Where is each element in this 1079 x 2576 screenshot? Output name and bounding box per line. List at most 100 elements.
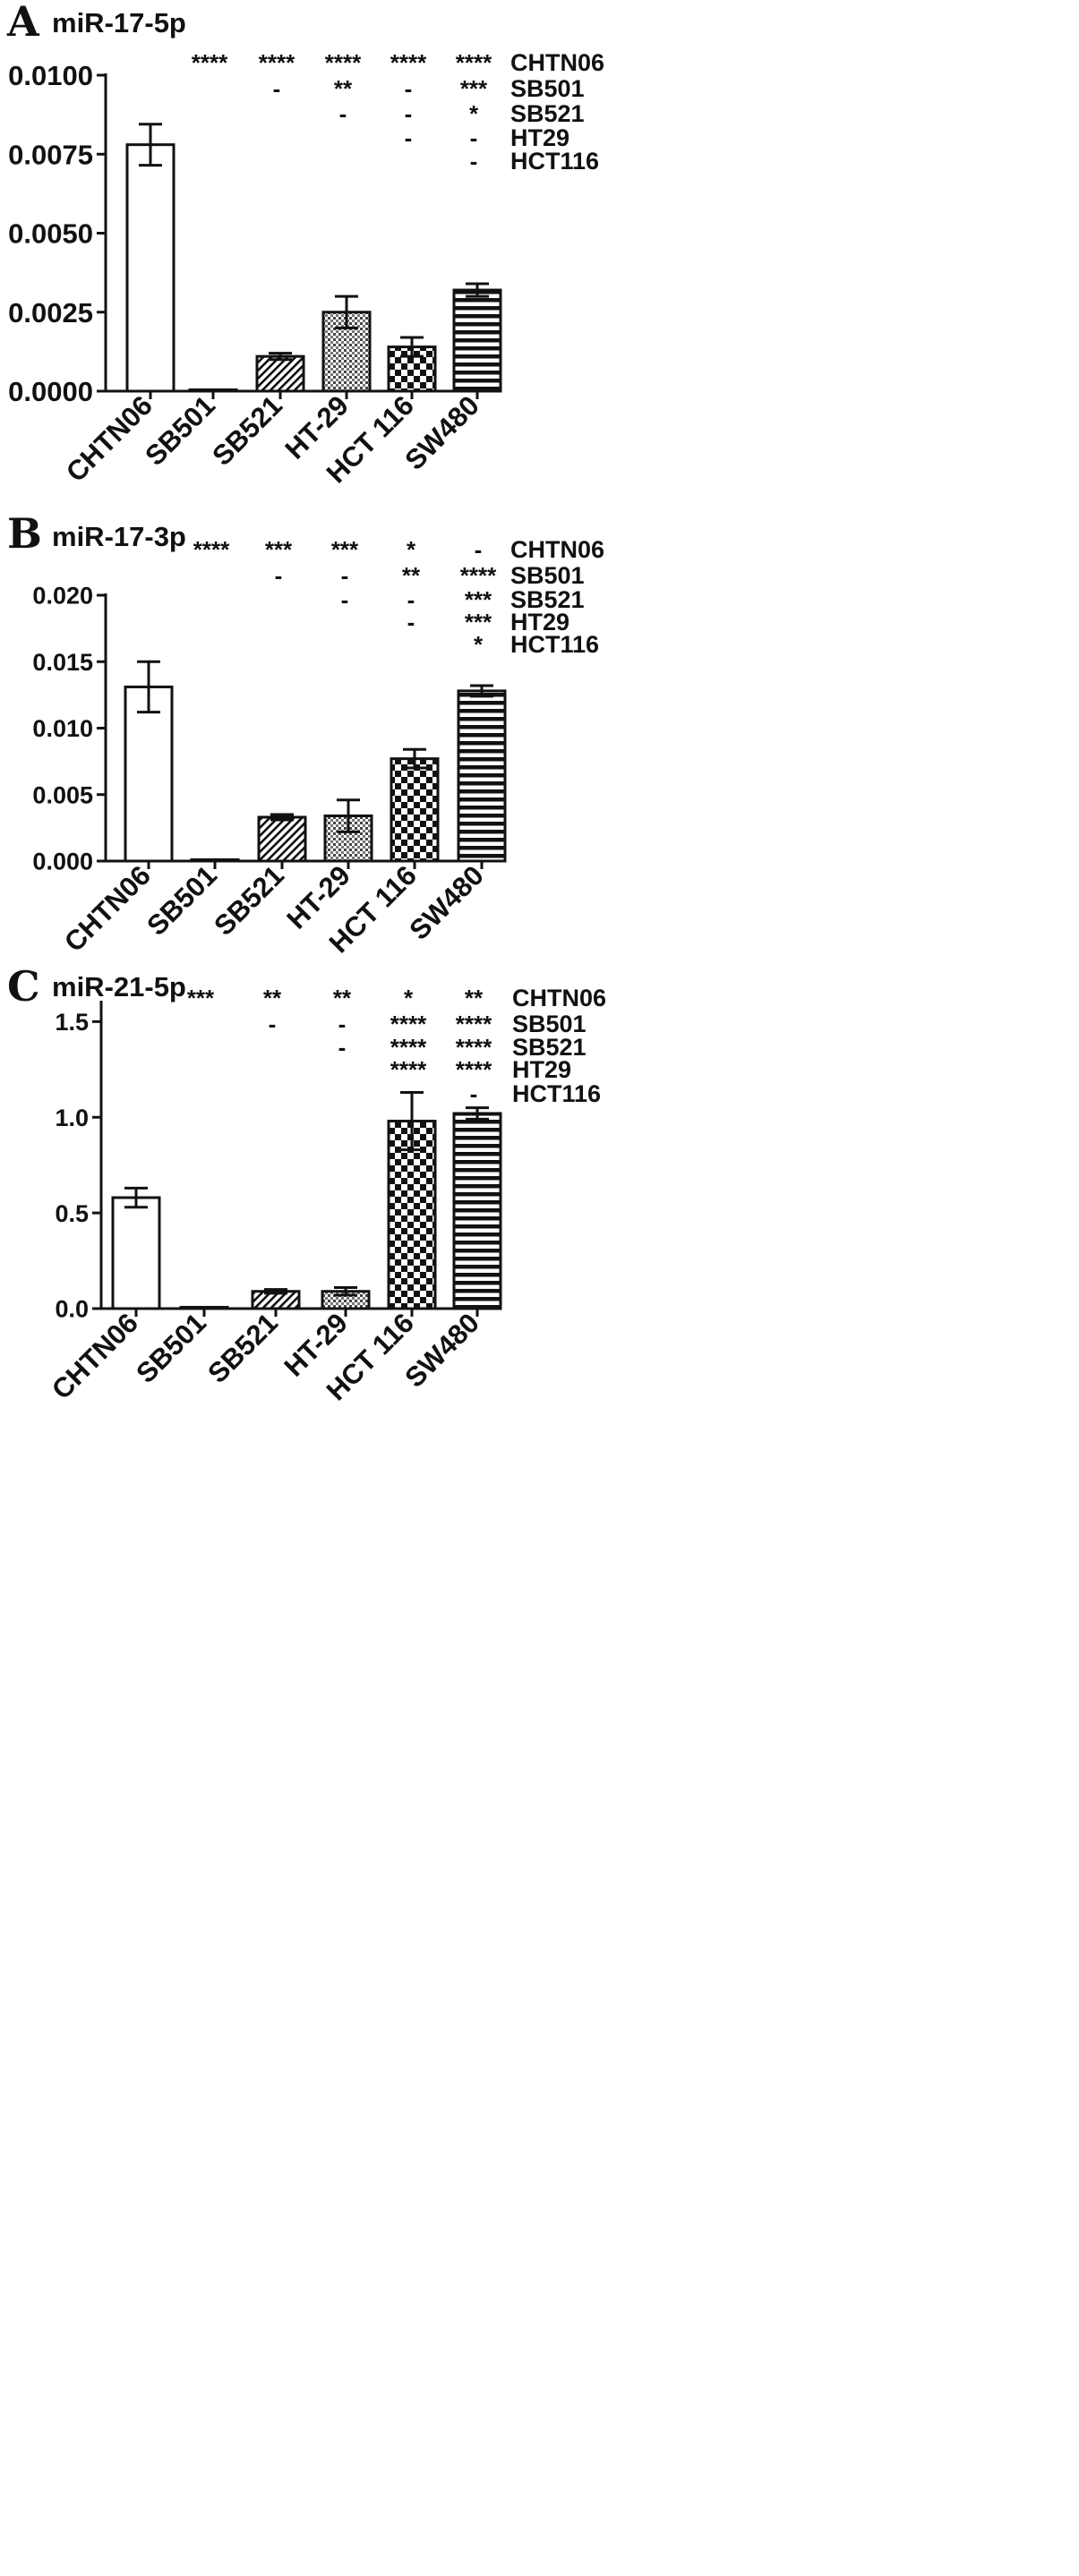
x-tick-label: SB501 [139,389,221,472]
bar-sb521 [257,815,307,863]
error-bar [334,1285,357,1297]
error-bar [466,282,489,298]
comparison-row-label: CHTN06 [512,985,606,1011]
significance-mark: **** [325,49,362,76]
significance-mark: **** [259,49,295,76]
error-bar [269,352,292,362]
y-tick-label: 0.0025 [8,297,93,328]
significance-mark: - [407,586,415,613]
error-bar [335,294,358,329]
bar-chtn06 [124,685,174,863]
significance-mark: * [407,536,416,563]
x-tick-label: SW480 [398,389,485,476]
y-tick-label: 0.0100 [8,60,93,91]
comparison-row-label: SB521 [510,100,585,127]
significance-mark: - [341,562,349,589]
significance-mark: - [338,1011,347,1037]
significance-mark: **** [390,49,427,76]
comparison-row-label: SB501 [510,75,585,102]
error-bar [337,798,360,833]
panel-letter: C [7,962,40,1011]
significance-mark: - [273,75,281,102]
x-tick-label: SW480 [403,859,490,946]
y-tick-label: 0.0 [55,1296,89,1323]
y-tick-label: 0.0050 [8,218,93,250]
bar-chtn06 [111,1196,161,1310]
significance-mark: ** [263,985,282,1011]
comparison-row-label: CHTN06 [510,536,604,563]
y-tick-label: 0.0000 [8,376,93,407]
x-tick-label: SB521 [201,1307,284,1389]
error-bar [270,813,294,822]
significance-mark: ** [402,562,421,589]
significance-mark: **** [390,1034,427,1061]
comparison-row-label: HCT116 [510,148,599,175]
y-tick-label: 0.015 [32,649,93,676]
x-tick-label: SW480 [398,1307,485,1394]
significance-mark: * [469,100,479,127]
comparison-row-label: SB521 [512,1034,587,1061]
y-tick-label: 0.0075 [8,139,93,170]
significance-mark: * [474,631,484,658]
error-bar [403,747,426,770]
panel-letter: B [7,509,42,558]
error-bar [466,1106,489,1121]
comparison-row-label: HCT116 [512,1080,601,1107]
significance-mark: ** [465,985,484,1011]
y-tick-label: 0.000 [32,849,93,875]
significance-mark: - [339,100,347,127]
comparison-row-label: HT29 [512,1056,571,1083]
chart-title: miR-17-3p [52,521,186,552]
y-tick-label: 0.5 [55,1200,89,1227]
significance-mark: - [269,1011,277,1037]
bar-hct-116 [387,1120,437,1310]
error-bar [264,1288,287,1295]
significance-mark: *** [460,75,488,102]
significance-mark: **** [390,1056,427,1083]
y-tick-label: 1.5 [55,1009,89,1036]
x-tick-label: SB501 [130,1307,212,1389]
chart-title: miR-17-5p [52,7,186,38]
significance-mark: - [470,148,478,175]
error-bar [124,1186,148,1209]
chart-title: miR-21-5p [52,971,186,1002]
significance-mark: **** [390,1011,427,1037]
significance-mark: - [405,124,413,151]
bar-sb521 [255,354,305,393]
significance-mark: *** [331,536,359,563]
bar-sw480 [452,1112,502,1310]
significance-mark: - [275,562,283,589]
significance-mark: **** [456,1034,492,1061]
significance-mark: - [470,124,478,151]
significance-mark: - [405,100,413,127]
error-bar [400,1090,424,1152]
significance-mark: *** [465,586,492,613]
significance-mark: **** [456,49,492,76]
significance-mark: ** [334,75,353,102]
y-tick-label: 0.020 [32,583,93,610]
significance-mark: - [470,1080,478,1107]
significance-mark: - [405,75,413,102]
y-tick-label: 1.0 [55,1105,89,1131]
significance-mark: **** [460,562,497,589]
comparison-row-label: CHTN06 [510,49,604,76]
significance-mark: **** [193,536,230,563]
bar-hct-116 [390,757,440,863]
significance-mark: *** [187,985,215,1011]
significance-mark: * [404,985,414,1011]
bar-chtn06 [125,143,176,393]
comparison-row-label: SB501 [510,562,585,589]
error-bar [139,123,162,167]
comparison-row-label: HCT116 [510,631,599,658]
significance-mark: - [475,536,483,563]
comparison-row-label: SB521 [510,586,585,613]
comparison-row-label: HT29 [510,124,569,151]
significance-mark: **** [456,1011,492,1037]
x-tick-label: SB501 [141,859,223,942]
error-bar [137,660,160,714]
y-tick-label: 0.005 [32,781,93,808]
